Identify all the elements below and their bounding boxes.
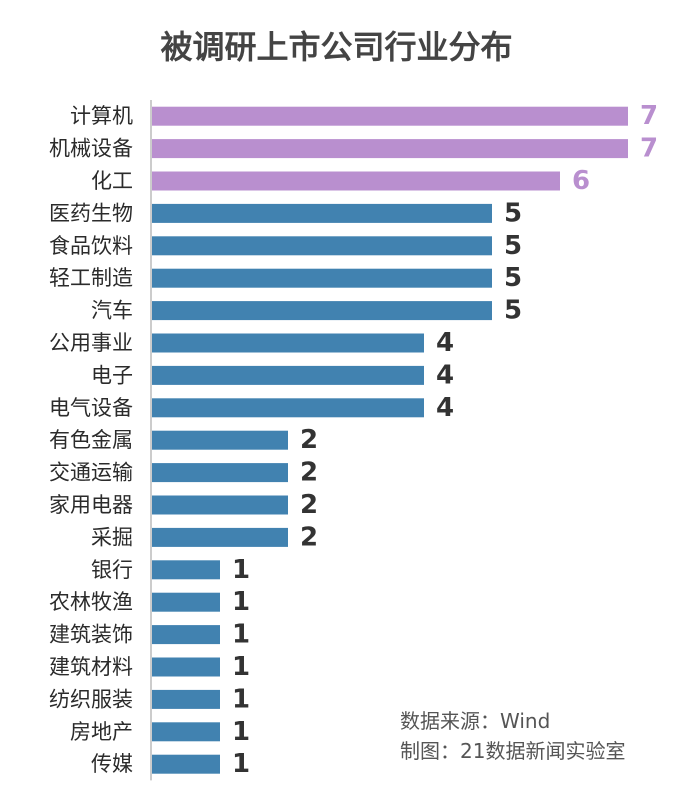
value-label: 1 (232, 587, 250, 617)
bar (152, 333, 424, 353)
category-label: 银行 (91, 558, 133, 582)
category-label: 交通运输 (49, 461, 133, 485)
bar (152, 592, 220, 612)
value-label: 1 (232, 555, 250, 585)
category-label: 采掘 (91, 525, 133, 549)
value-label: 1 (232, 749, 250, 779)
bar (152, 398, 424, 418)
bar (152, 139, 628, 159)
chart-title: 被调研上市公司行业分布 (160, 28, 513, 66)
category-label: 公用事业 (49, 331, 133, 355)
value-label: 6 (572, 166, 590, 196)
value-label: 5 (504, 263, 522, 293)
value-label: 5 (504, 296, 522, 326)
category-label: 计算机 (70, 104, 133, 128)
category-label: 医药生物 (49, 201, 133, 225)
value-label: 2 (300, 490, 318, 520)
value-label: 7 (640, 134, 658, 164)
bar (152, 236, 492, 256)
category-label: 食品饮料 (49, 234, 133, 258)
bar (152, 560, 220, 580)
value-label: 2 (300, 425, 318, 455)
bar (152, 268, 492, 288)
value-label: 4 (436, 328, 454, 358)
category-label: 建筑材料 (49, 655, 133, 679)
bar (152, 689, 220, 709)
value-label: 5 (504, 231, 522, 261)
value-label: 2 (300, 458, 318, 488)
category-label: 传媒 (91, 752, 133, 776)
category-label: 化工 (91, 169, 133, 193)
category-label: 有色金属 (49, 428, 133, 452)
value-label: 4 (436, 360, 454, 390)
bar (152, 301, 492, 321)
bar (152, 171, 560, 191)
category-label: 建筑装饰 (49, 623, 133, 647)
bar (152, 625, 220, 645)
bar (152, 463, 288, 483)
value-label: 1 (232, 717, 250, 747)
value-label: 7 (640, 101, 658, 131)
category-label: 农林牧渔 (49, 590, 133, 614)
value-label: 4 (436, 393, 454, 423)
bar (152, 106, 628, 126)
bar (152, 754, 220, 774)
category-label: 电子 (91, 363, 133, 387)
bar (152, 365, 424, 385)
category-label: 家用电器 (49, 493, 133, 517)
credit-note: 制图：21数据新闻实验室 (400, 739, 626, 763)
data-source-note: 数据来源：Wind (400, 709, 551, 733)
value-label: 1 (232, 684, 250, 714)
value-label: 5 (504, 198, 522, 228)
bar (152, 722, 220, 742)
value-label: 2 (300, 522, 318, 552)
category-label: 汽车 (91, 299, 133, 323)
bar (152, 657, 220, 677)
category-label: 房地产 (70, 720, 133, 744)
category-label: 纺织服装 (49, 687, 133, 711)
bar (152, 527, 288, 547)
bar (152, 495, 288, 515)
bar (152, 203, 492, 223)
value-label: 1 (232, 652, 250, 682)
category-label: 轻工制造 (49, 266, 133, 290)
category-label: 电气设备 (49, 396, 133, 420)
bar (152, 430, 288, 450)
value-label: 1 (232, 620, 250, 650)
category-label: 机械设备 (49, 137, 133, 161)
